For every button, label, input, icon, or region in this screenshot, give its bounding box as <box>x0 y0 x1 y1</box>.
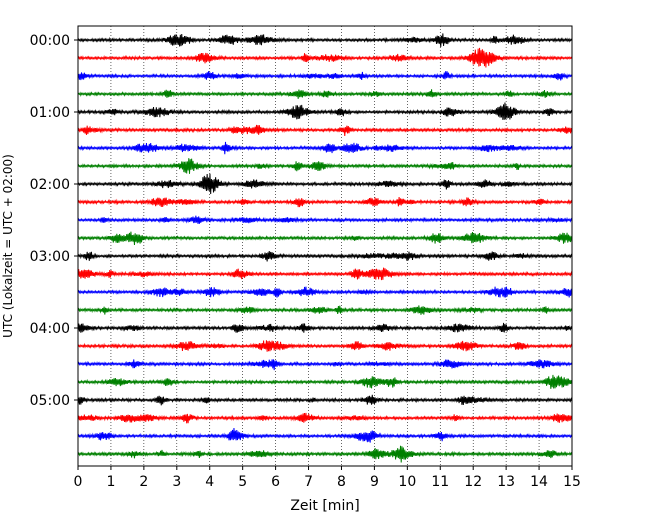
x-tick-label: 12 <box>464 474 482 490</box>
trace-0245 <box>77 231 573 246</box>
grid-lines <box>110 26 540 466</box>
y-tick-label: 04:00 <box>30 321 70 337</box>
y-tick-label: 00:00 <box>30 33 70 49</box>
trace-0100 <box>77 102 573 120</box>
trace-0345 <box>77 305 573 315</box>
x-tick-label: 0 <box>74 474 83 490</box>
trace-0400 <box>77 322 573 333</box>
trace-0330 <box>77 286 573 298</box>
trace-0545 <box>77 445 573 463</box>
x-tick-label: 11 <box>431 474 449 490</box>
y-tick-label: 03:00 <box>30 249 70 265</box>
x-tick-label: 5 <box>238 474 247 490</box>
x-tick-label: 15 <box>563 474 581 490</box>
x-tick-label: 7 <box>304 474 313 490</box>
x-tick-label: 10 <box>398 474 416 490</box>
x-tick-label: 1 <box>106 474 115 490</box>
trace-0030 <box>77 71 573 81</box>
trace-0515 <box>77 412 573 424</box>
x-axis-label: Zeit [min] <box>290 498 359 514</box>
trace-0445 <box>77 374 573 389</box>
trace-0500 <box>77 394 573 406</box>
trace-0315 <box>77 267 573 281</box>
plot-frame <box>77 25 573 467</box>
trace-0145 <box>77 158 573 174</box>
trace-0230 <box>77 215 573 224</box>
y-tick-label: 02:00 <box>30 177 70 193</box>
x-tick-label: 6 <box>271 474 280 490</box>
trace-0215 <box>77 197 573 208</box>
trace-0130 <box>77 141 573 155</box>
x-tick-label: 13 <box>497 474 515 490</box>
x-tick-label: 8 <box>337 474 346 490</box>
trace-0300 <box>77 250 573 262</box>
trace-0015 <box>77 47 573 68</box>
y-tick-label: 01:00 <box>30 105 70 121</box>
y-axis-label: UTC (Lokalzeit = UTC + 02:00) <box>1 154 15 338</box>
trace-0115 <box>77 124 573 136</box>
trace-0415 <box>77 340 573 352</box>
x-tick-label: 14 <box>530 474 548 490</box>
x-axis-ticks: 0 1 2 3 4 5 6 7 8 9 10 11 12 13 14 15 <box>74 466 581 490</box>
x-tick-label: 2 <box>139 474 148 490</box>
x-tick-label: 4 <box>205 474 214 490</box>
trace-0000 <box>77 33 573 48</box>
trace-0200 <box>77 173 573 194</box>
x-tick-label: 9 <box>370 474 379 490</box>
y-tick-label: 05:00 <box>30 393 70 409</box>
y-axis-ticks: 00:00 01:00 02:00 03:00 04:00 05:00 <box>30 33 78 409</box>
x-tick-label: 3 <box>172 474 181 490</box>
trace-layer <box>77 33 573 463</box>
trace-0045 <box>77 89 573 99</box>
trace-0530 <box>77 428 573 443</box>
trace-0430 <box>77 359 573 371</box>
